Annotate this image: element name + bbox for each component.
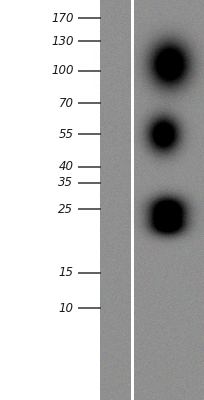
Text: 25: 25 xyxy=(58,203,73,216)
Text: 100: 100 xyxy=(51,64,73,77)
Text: 15: 15 xyxy=(58,266,73,279)
Text: 70: 70 xyxy=(58,97,73,110)
Text: 10: 10 xyxy=(58,302,73,314)
Text: 40: 40 xyxy=(58,160,73,173)
Text: 170: 170 xyxy=(51,12,73,24)
Text: 55: 55 xyxy=(58,128,73,140)
Text: 130: 130 xyxy=(51,35,73,48)
Text: 35: 35 xyxy=(58,176,73,189)
